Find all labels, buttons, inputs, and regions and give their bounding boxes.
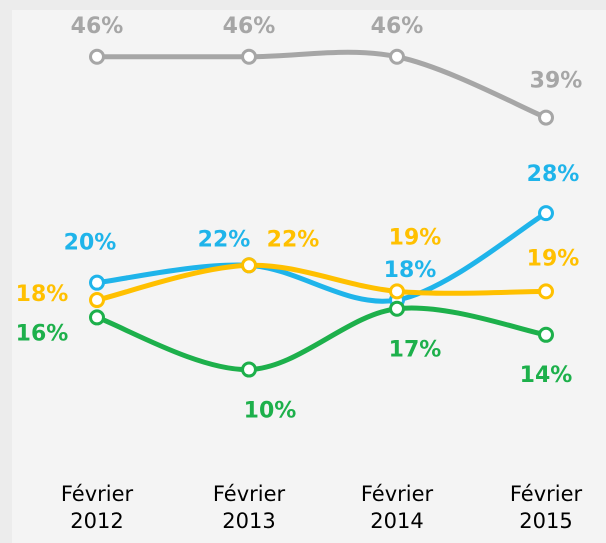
value-label: 10% [244, 399, 297, 424]
point [241, 48, 257, 65]
value-label: 46% [223, 14, 276, 39]
value-label: 19% [389, 225, 442, 250]
value-label: 14% [520, 363, 573, 388]
x-tick-label: Février 2015 [509, 482, 583, 533]
value-label: 17% [389, 338, 442, 363]
point [389, 48, 405, 65]
value-label: 18% [384, 258, 437, 283]
series-line [94, 49, 549, 121]
value-label: 20% [64, 231, 117, 256]
series-line [94, 210, 549, 304]
point [538, 205, 554, 222]
point [389, 283, 405, 300]
point [89, 292, 105, 309]
series-line [94, 305, 549, 373]
value-label: 18% [16, 282, 69, 307]
x-tick-label: Février 2012 [60, 482, 134, 533]
point [241, 257, 257, 274]
value-label: 39% [530, 69, 583, 94]
series-line [94, 262, 549, 303]
point [538, 326, 554, 343]
value-label: 16% [16, 321, 69, 346]
point [538, 283, 554, 300]
value-label: 28% [527, 162, 580, 187]
point [389, 300, 405, 317]
x-tick-label: Février 2013 [212, 482, 286, 533]
point [89, 48, 105, 65]
x-tick-label: Février 2014 [360, 482, 434, 533]
point [538, 109, 554, 126]
value-label: 46% [71, 14, 124, 39]
value-label: 46% [371, 14, 424, 39]
value-label: 22% [198, 227, 251, 252]
value-label: 19% [527, 246, 580, 271]
point [89, 309, 105, 326]
point [89, 274, 105, 291]
value-label: 22% [267, 227, 320, 252]
point [241, 361, 257, 378]
